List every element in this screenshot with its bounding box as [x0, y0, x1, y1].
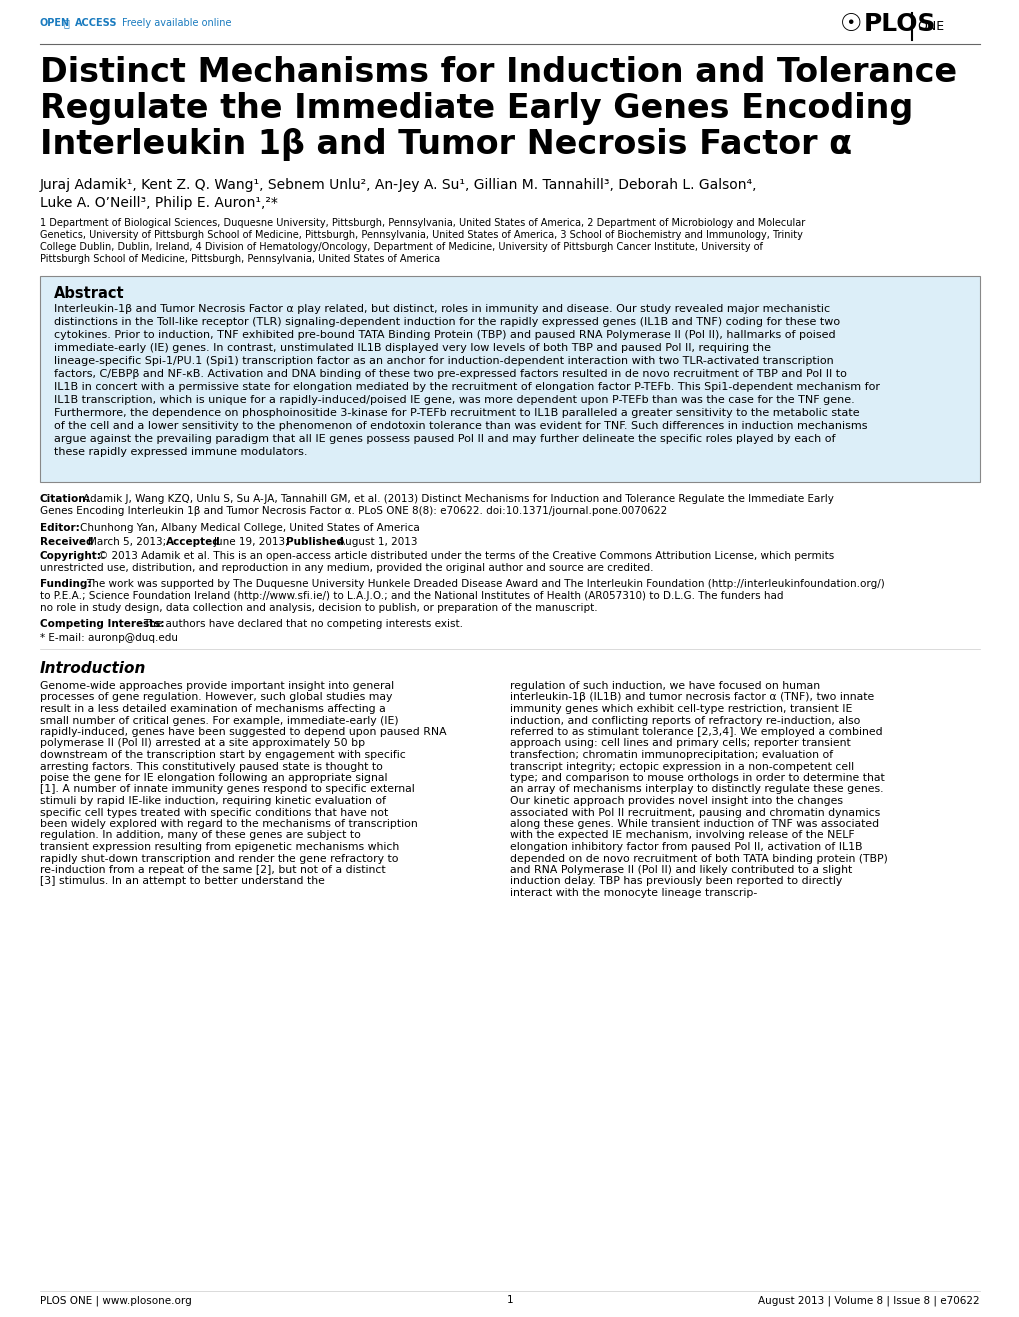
- Text: interact with the monocyte lineage transcrip-: interact with the monocyte lineage trans…: [510, 888, 756, 898]
- Text: Accepted: Accepted: [166, 537, 220, 547]
- Text: The work was supported by The Duquesne University Hunkele Dreaded Disease Award : The work was supported by The Duquesne U…: [86, 579, 883, 589]
- Text: March 5, 2013;: March 5, 2013;: [88, 537, 166, 547]
- Text: Chunhong Yan, Albany Medical College, United States of America: Chunhong Yan, Albany Medical College, Un…: [79, 523, 420, 533]
- FancyBboxPatch shape: [40, 277, 979, 482]
- Text: Funding:: Funding:: [40, 579, 92, 589]
- Text: with the expected IE mechanism, involving release of the NELF: with the expected IE mechanism, involvin…: [510, 831, 854, 840]
- Text: ☉: ☉: [840, 12, 861, 36]
- Text: interleukin-1β (IL1B) and tumor necrosis factor α (TNF), two innate: interleukin-1β (IL1B) and tumor necrosis…: [510, 693, 873, 702]
- Text: downstream of the transcription start by engagement with specific: downstream of the transcription start by…: [40, 749, 406, 760]
- Text: IL1B in concert with a permissive state for elongation mediated by the recruitme: IL1B in concert with a permissive state …: [54, 382, 879, 392]
- Text: August 2013 | Volume 8 | Issue 8 | e70622: August 2013 | Volume 8 | Issue 8 | e7062…: [758, 1295, 979, 1305]
- Text: Furthermore, the dependence on phosphoinositide 3-kinase for P-TEFb recruitment : Furthermore, the dependence on phosphoin…: [54, 408, 859, 417]
- Text: Editor:: Editor:: [40, 523, 79, 533]
- Text: specific cell types treated with specific conditions that have not: specific cell types treated with specifi…: [40, 807, 388, 818]
- Text: August 1, 2013: August 1, 2013: [337, 537, 417, 547]
- Text: ACCESS: ACCESS: [75, 18, 117, 28]
- Text: of the cell and a lower sensitivity to the phenomenon of endotoxin tolerance tha: of the cell and a lower sensitivity to t…: [54, 421, 866, 431]
- Text: small number of critical genes. For example, immediate-early (IE): small number of critical genes. For exam…: [40, 715, 398, 726]
- Text: Abstract: Abstract: [54, 286, 124, 302]
- Text: Interleukin 1β and Tumor Necrosis Factor α: Interleukin 1β and Tumor Necrosis Factor…: [40, 128, 851, 161]
- Text: Juraj Adamik¹, Kent Z. Q. Wang¹, Sebnem Unlu², An-Jey A. Su¹, Gillian M. Tannahi: Juraj Adamik¹, Kent Z. Q. Wang¹, Sebnem …: [40, 178, 757, 192]
- Text: PLOS ONE | www.plosone.org: PLOS ONE | www.plosone.org: [40, 1295, 192, 1305]
- Text: regulation of such induction, we have focused on human: regulation of such induction, we have fo…: [510, 681, 819, 691]
- Text: Citation:: Citation:: [40, 494, 91, 504]
- Text: immediate-early (IE) genes. In contrast, unstimulated IL1B displayed very low le: immediate-early (IE) genes. In contrast,…: [54, 342, 770, 353]
- Text: ONE: ONE: [916, 20, 944, 33]
- Text: depended on de novo recruitment of both TATA binding protein (TBP): depended on de novo recruitment of both …: [510, 853, 887, 864]
- Text: factors, C/EBPβ and NF-κB. Activation and DNA binding of these two pre-expressed: factors, C/EBPβ and NF-κB. Activation an…: [54, 369, 846, 379]
- Text: been widely explored with regard to the mechanisms of transcription: been widely explored with regard to the …: [40, 819, 418, 828]
- Text: Freely available online: Freely available online: [122, 18, 231, 28]
- Text: College Dublin, Dublin, Ireland, 4 Division of Hematology/Oncology, Department o: College Dublin, Dublin, Ireland, 4 Divis…: [40, 242, 762, 252]
- Text: Published: Published: [285, 537, 343, 547]
- Text: type; and comparison to mouse orthologs in order to determine that: type; and comparison to mouse orthologs …: [510, 773, 883, 784]
- Text: stimuli by rapid IE-like induction, requiring kinetic evaluation of: stimuli by rapid IE-like induction, requ…: [40, 795, 385, 806]
- Text: no role in study design, data collection and analysis, decision to publish, or p: no role in study design, data collection…: [40, 603, 597, 612]
- Text: approach using: cell lines and primary cells; reporter transient: approach using: cell lines and primary c…: [510, 739, 850, 748]
- Text: distinctions in the Toll-like receptor (TLR) signaling-dependent induction for t: distinctions in the Toll-like receptor (…: [54, 317, 840, 327]
- Text: 1 Department of Biological Sciences, Duquesne University, Pittsburgh, Pennsylvan: 1 Department of Biological Sciences, Duq…: [40, 219, 804, 228]
- Text: lineage-specific Spi-1/PU.1 (Spi1) transcription factor as an anchor for inducti: lineage-specific Spi-1/PU.1 (Spi1) trans…: [54, 356, 833, 366]
- Text: rapidly-induced, genes have been suggested to depend upon paused RNA: rapidly-induced, genes have been suggest…: [40, 727, 446, 738]
- Text: IL1B transcription, which is unique for a rapidly-induced/poised IE gene, was mo: IL1B transcription, which is unique for …: [54, 395, 854, 406]
- Text: elongation inhibitory factor from paused Pol II, activation of IL1B: elongation inhibitory factor from paused…: [510, 842, 862, 852]
- Text: processes of gene regulation. However, such global studies may: processes of gene regulation. However, s…: [40, 693, 392, 702]
- Text: Adamik J, Wang KZQ, Unlu S, Su A-JA, Tannahill GM, et al. (2013) Distinct Mechan: Adamik J, Wang KZQ, Unlu S, Su A-JA, Tan…: [83, 494, 834, 504]
- Text: Distinct Mechanisms for Induction and Tolerance: Distinct Mechanisms for Induction and To…: [40, 57, 956, 90]
- Text: argue against the prevailing paradigm that all IE genes possess paused Pol II an: argue against the prevailing paradigm th…: [54, 435, 835, 444]
- Text: Luke A. O’Neill³, Philip E. Auron¹,²*: Luke A. O’Neill³, Philip E. Auron¹,²*: [40, 196, 277, 209]
- Text: June 19, 2013;: June 19, 2013;: [214, 537, 289, 547]
- Text: * E-mail: auronp@duq.edu: * E-mail: auronp@duq.edu: [40, 633, 178, 643]
- Text: associated with Pol II recruitment, pausing and chromatin dynamics: associated with Pol II recruitment, paus…: [510, 807, 879, 818]
- Text: PLOS: PLOS: [863, 12, 935, 36]
- Text: result in a less detailed examination of mechanisms affecting a: result in a less detailed examination of…: [40, 705, 385, 714]
- Text: 🔓: 🔓: [64, 18, 70, 28]
- Text: to P.E.A.; Science Foundation Ireland (http://www.sfi.ie/) to L.A.J.O.; and the : to P.E.A.; Science Foundation Ireland (h…: [40, 591, 783, 601]
- Text: immunity genes which exhibit cell-type restriction, transient IE: immunity genes which exhibit cell-type r…: [510, 705, 852, 714]
- Text: induction, and conflicting reports of refractory re-induction, also: induction, and conflicting reports of re…: [510, 715, 860, 726]
- Text: transient expression resulting from epigenetic mechanisms which: transient expression resulting from epig…: [40, 842, 398, 852]
- Text: induction delay. TBP has previously been reported to directly: induction delay. TBP has previously been…: [510, 877, 842, 886]
- Text: re-induction from a repeat of the same [2], but not of a distinct: re-induction from a repeat of the same […: [40, 865, 385, 874]
- Text: polymerase II (Pol II) arrested at a site approximately 50 bp: polymerase II (Pol II) arrested at a sit…: [40, 739, 365, 748]
- Text: Our kinetic approach provides novel insight into the changes: Our kinetic approach provides novel insi…: [510, 795, 842, 806]
- Text: referred to as stimulant tolerance [2,3,4]. We employed a combined: referred to as stimulant tolerance [2,3,…: [510, 727, 881, 738]
- Text: transfection; chromatin immunoprecipitation; evaluation of: transfection; chromatin immunoprecipitat…: [510, 749, 833, 760]
- Text: poise the gene for IE elongation following an appropriate signal: poise the gene for IE elongation followi…: [40, 773, 387, 784]
- Text: Genetics, University of Pittsburgh School of Medicine, Pittsburgh, Pennsylvania,: Genetics, University of Pittsburgh Schoo…: [40, 230, 802, 240]
- Text: Genome-wide approaches provide important insight into general: Genome-wide approaches provide important…: [40, 681, 393, 691]
- Text: Copyright:: Copyright:: [40, 551, 102, 561]
- Text: Pittsburgh School of Medicine, Pittsburgh, Pennsylvania, United States of Americ: Pittsburgh School of Medicine, Pittsburg…: [40, 254, 439, 263]
- Text: The authors have declared that no competing interests exist.: The authors have declared that no compet…: [143, 619, 463, 630]
- Text: rapidly shut-down transcription and render the gene refractory to: rapidly shut-down transcription and rend…: [40, 853, 398, 864]
- Text: Genes Encoding Interleukin 1β and Tumor Necrosis Factor α. PLoS ONE 8(8): e70622: Genes Encoding Interleukin 1β and Tumor …: [40, 506, 666, 516]
- Text: Received: Received: [40, 537, 94, 547]
- Text: unrestricted use, distribution, and reproduction in any medium, provided the ori: unrestricted use, distribution, and repr…: [40, 562, 653, 573]
- Text: cytokines. Prior to induction, TNF exhibited pre-bound TATA Binding Protein (TBP: cytokines. Prior to induction, TNF exhib…: [54, 331, 835, 340]
- Text: Interleukin-1β and Tumor Necrosis Factor α play related, but distinct, roles in : Interleukin-1β and Tumor Necrosis Factor…: [54, 304, 829, 313]
- Text: an array of mechanisms interplay to distinctly regulate these genes.: an array of mechanisms interplay to dist…: [510, 785, 882, 794]
- Text: [3] stimulus. In an attempt to better understand the: [3] stimulus. In an attempt to better un…: [40, 877, 325, 886]
- Text: Introduction: Introduction: [40, 661, 147, 676]
- Text: and RNA Polymerase II (Pol II) and likely contributed to a slight: and RNA Polymerase II (Pol II) and likel…: [510, 865, 852, 874]
- Text: regulation. In addition, many of these genes are subject to: regulation. In addition, many of these g…: [40, 831, 361, 840]
- Text: [1]. A number of innate immunity genes respond to specific external: [1]. A number of innate immunity genes r…: [40, 785, 415, 794]
- Text: OPEN: OPEN: [40, 18, 70, 28]
- Text: Regulate the Immediate Early Genes Encoding: Regulate the Immediate Early Genes Encod…: [40, 92, 912, 125]
- Text: Competing Interests:: Competing Interests:: [40, 619, 164, 630]
- Text: arresting factors. This constitutively paused state is thought to: arresting factors. This constitutively p…: [40, 761, 382, 772]
- Text: these rapidly expressed immune modulators.: these rapidly expressed immune modulator…: [54, 446, 307, 457]
- Text: along these genes. While transient induction of TNF was associated: along these genes. While transient induc…: [510, 819, 878, 828]
- Text: 1: 1: [506, 1295, 513, 1305]
- Text: © 2013 Adamik et al. This is an open-access article distributed under the terms : © 2013 Adamik et al. This is an open-acc…: [98, 551, 834, 561]
- Text: transcript integrity; ectopic expression in a non-competent cell: transcript integrity; ectopic expression…: [510, 761, 853, 772]
